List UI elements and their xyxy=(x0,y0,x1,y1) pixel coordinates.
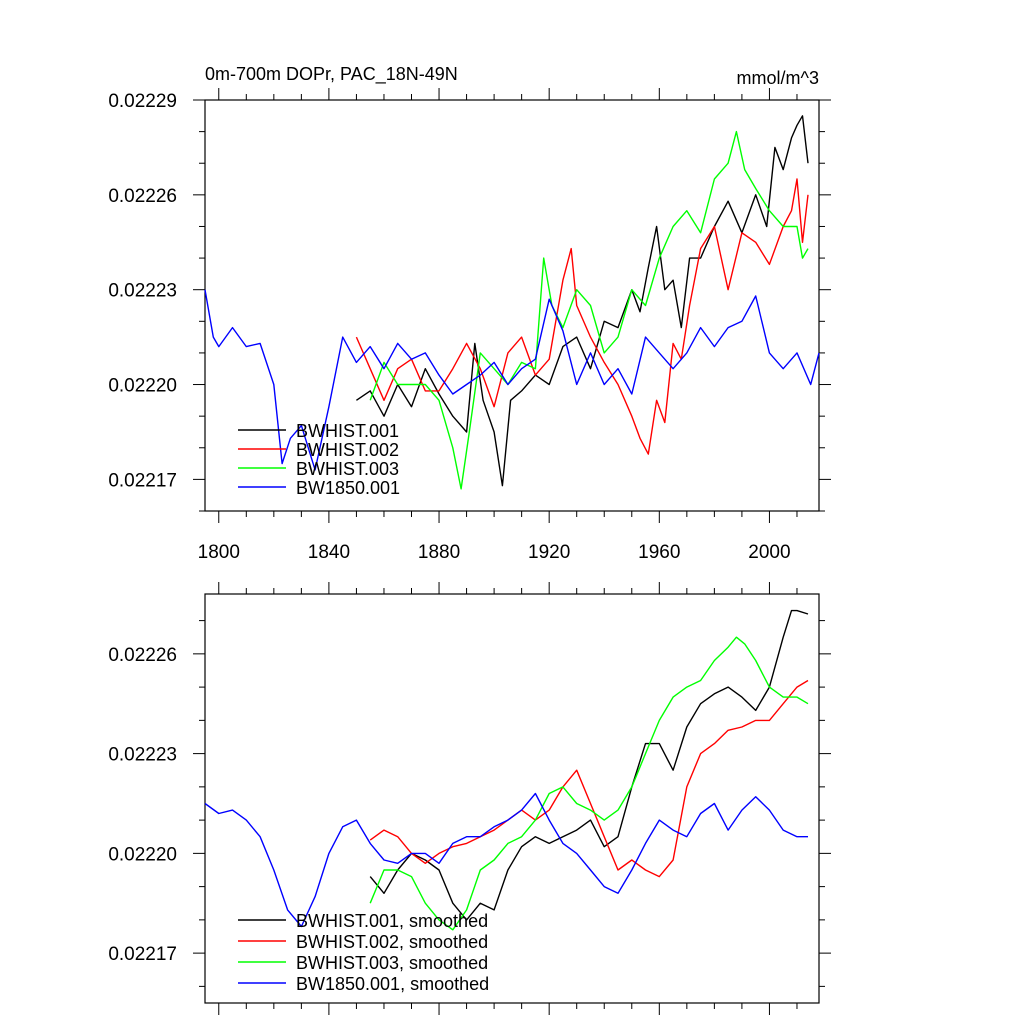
legend-label: BWHIST.002 xyxy=(296,440,399,460)
series-line-bw1850-001-smoothed xyxy=(204,792,808,928)
x-tick-label: 1920 xyxy=(528,542,570,563)
plot-frame xyxy=(204,99,820,512)
legend-label: BWHIST.003, smoothed xyxy=(296,953,488,973)
bottom-panel-chart: 0.02217 0.02220 0.02223 0.02226 BWHIST.001, … xyxy=(108,582,831,1015)
series-line-bwhist-003-smoothed xyxy=(369,636,809,931)
y-tick-label: 0.02220 xyxy=(108,844,177,865)
series-line-bwhist-003 xyxy=(369,130,809,490)
chart-title: 0m-700m DOPr, PAC_18N-49N xyxy=(205,64,458,85)
y-tick-label: 0.02217 xyxy=(108,944,177,965)
y-tick-label: 0.02220 xyxy=(108,376,177,397)
series-line-bwhist-002 xyxy=(355,178,809,455)
legend-label: BWHIST.002, smoothed xyxy=(296,932,488,952)
legend-label: BWHIST.001, smoothed xyxy=(296,911,488,931)
legend-label: BW1850.001 xyxy=(296,478,400,498)
chart-units: mmol/m^3 xyxy=(737,68,819,88)
x-tick-label: 1880 xyxy=(418,542,460,563)
x-tick-label: 1800 xyxy=(198,542,240,563)
y-tick-label: 0.02229 xyxy=(108,91,177,112)
series-line-bwhist-001-smoothed xyxy=(369,609,809,921)
x-tick-label: 1840 xyxy=(308,542,350,563)
y-tick-label: 0.02226 xyxy=(108,645,177,666)
x-tick-label: 1960 xyxy=(638,542,680,563)
legend-label: BWHIST.001 xyxy=(296,421,399,441)
y-tick-label: 0.02226 xyxy=(108,186,177,207)
y-tick-label: 0.02223 xyxy=(108,281,177,302)
y-tick-label: 0.02223 xyxy=(108,745,177,766)
x-tick-label: 2000 xyxy=(748,542,790,563)
series-line-bwhist-002-smoothed xyxy=(369,679,809,878)
legend-label: BW1850.001, smoothed xyxy=(296,974,489,994)
y-tick-label: 0.02217 xyxy=(108,470,177,491)
plot-frame xyxy=(204,593,820,1004)
top-panel-chart: 1800 1840 1880 1920 1960 2000 0.02217 0.02220 0.… xyxy=(108,64,831,563)
legend-label: BWHIST.003 xyxy=(296,459,399,479)
series-line-bw1850-001 xyxy=(204,289,820,471)
series-line-bwhist-001 xyxy=(356,115,809,487)
